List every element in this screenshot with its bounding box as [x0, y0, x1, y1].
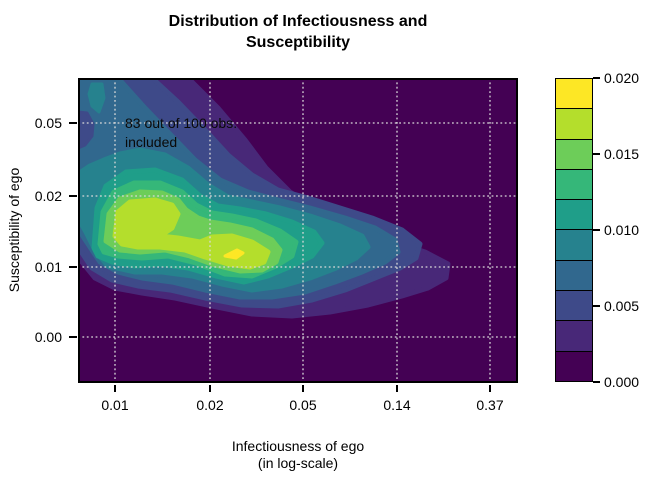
colorbar-cell — [556, 200, 592, 231]
x-axis-tick-label: 0.37 — [476, 397, 504, 413]
x-axis-tick-label: 0.14 — [383, 397, 411, 413]
colorbar-cell — [556, 291, 592, 322]
colorbar-tick-label: 0.020 — [604, 70, 640, 86]
y-axis-tick — [69, 122, 77, 124]
x-axis-tick — [489, 385, 491, 392]
annotation-line1: 83 out of 100 obs. — [125, 115, 238, 131]
colorbar-tick-label: 0.015 — [604, 146, 640, 162]
colorbar-tick — [593, 229, 600, 231]
x-axis-tick-label: 0.02 — [196, 397, 224, 413]
x-axis-tick-label: 0.01 — [101, 397, 129, 413]
contour-band-ge-0.018 — [223, 248, 245, 260]
y-axis-title: Susceptibility of ego — [6, 167, 22, 293]
chart-title-line1: Distribution of Infectiousness and — [168, 13, 428, 30]
chart-title-line2: Susceptibility — [245, 34, 351, 51]
colorbar-cell — [556, 169, 592, 201]
x-axis-tick — [114, 385, 116, 392]
colorbar-tick-label: 0.000 — [604, 374, 640, 390]
x-axis-tick — [302, 385, 304, 392]
colorbar — [555, 78, 593, 382]
x-axis-title-line2: (in log-scale) — [257, 455, 339, 471]
chart-title: Distribution of Infectiousness and Susce… — [78, 11, 518, 53]
plot-border — [78, 78, 518, 383]
colorbar-cell — [556, 139, 592, 170]
colorbar-cell — [556, 230, 592, 261]
colorbar-cell — [556, 79, 592, 110]
annotation-text: 83 out of 100 obs. included — [125, 114, 237, 152]
x-axis-title-line1: Infectiousness of ego — [231, 438, 365, 454]
contour-saddle-ge-0.004 — [78, 110, 95, 150]
colorbar-tick — [593, 153, 600, 155]
y-axis-tick — [69, 195, 77, 197]
y-axis-tick-label: 0.00 — [34, 329, 62, 345]
colorbar-cell — [556, 321, 592, 352]
contour-streak-ge-0.008 — [87, 82, 106, 114]
y-axis-tick — [69, 266, 77, 268]
colorbar-tick — [593, 305, 600, 307]
colorbar-tick-label: 0.005 — [604, 298, 640, 314]
colorbar-cell — [556, 351, 592, 381]
plot-area — [78, 78, 518, 383]
x-axis-tick-label: 0.05 — [289, 397, 317, 413]
colorbar-tick — [593, 77, 600, 79]
x-axis-title: Infectiousness of ego (in log-scale) — [78, 438, 518, 472]
colorbar-tick-label: 0.010 — [604, 222, 640, 238]
y-axis-tick-label: 0.02 — [34, 188, 62, 204]
y-axis-tick-label: 0.05 — [34, 115, 62, 131]
colorbar-cell — [556, 109, 592, 140]
contour-band-ge-0.016 — [112, 197, 271, 270]
y-axis-tick — [69, 336, 77, 338]
colorbar-cell — [556, 260, 592, 292]
x-axis-tick — [396, 385, 398, 392]
annotation-line2: included — [125, 134, 178, 150]
y-axis-tick-label: 0.01 — [34, 259, 62, 275]
colorbar-tick — [593, 381, 600, 383]
x-axis-tick — [209, 385, 211, 392]
